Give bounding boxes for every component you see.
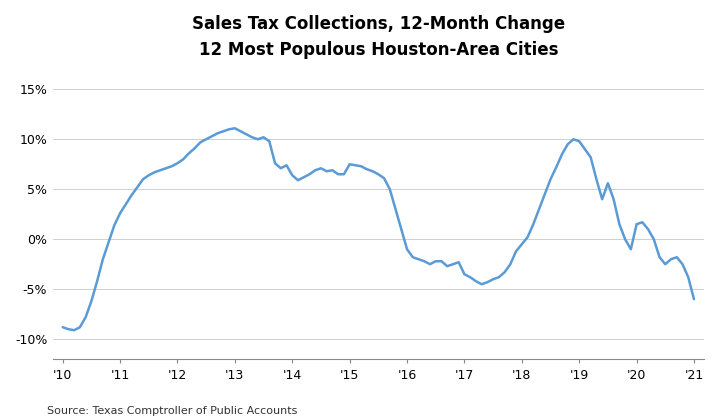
- Title: Sales Tax Collections, 12-Month Change
12 Most Populous Houston-Area Cities: Sales Tax Collections, 12-Month Change 1…: [192, 15, 565, 59]
- Text: Source: Texas Comptroller of Public Accounts: Source: Texas Comptroller of Public Acco…: [47, 406, 297, 416]
